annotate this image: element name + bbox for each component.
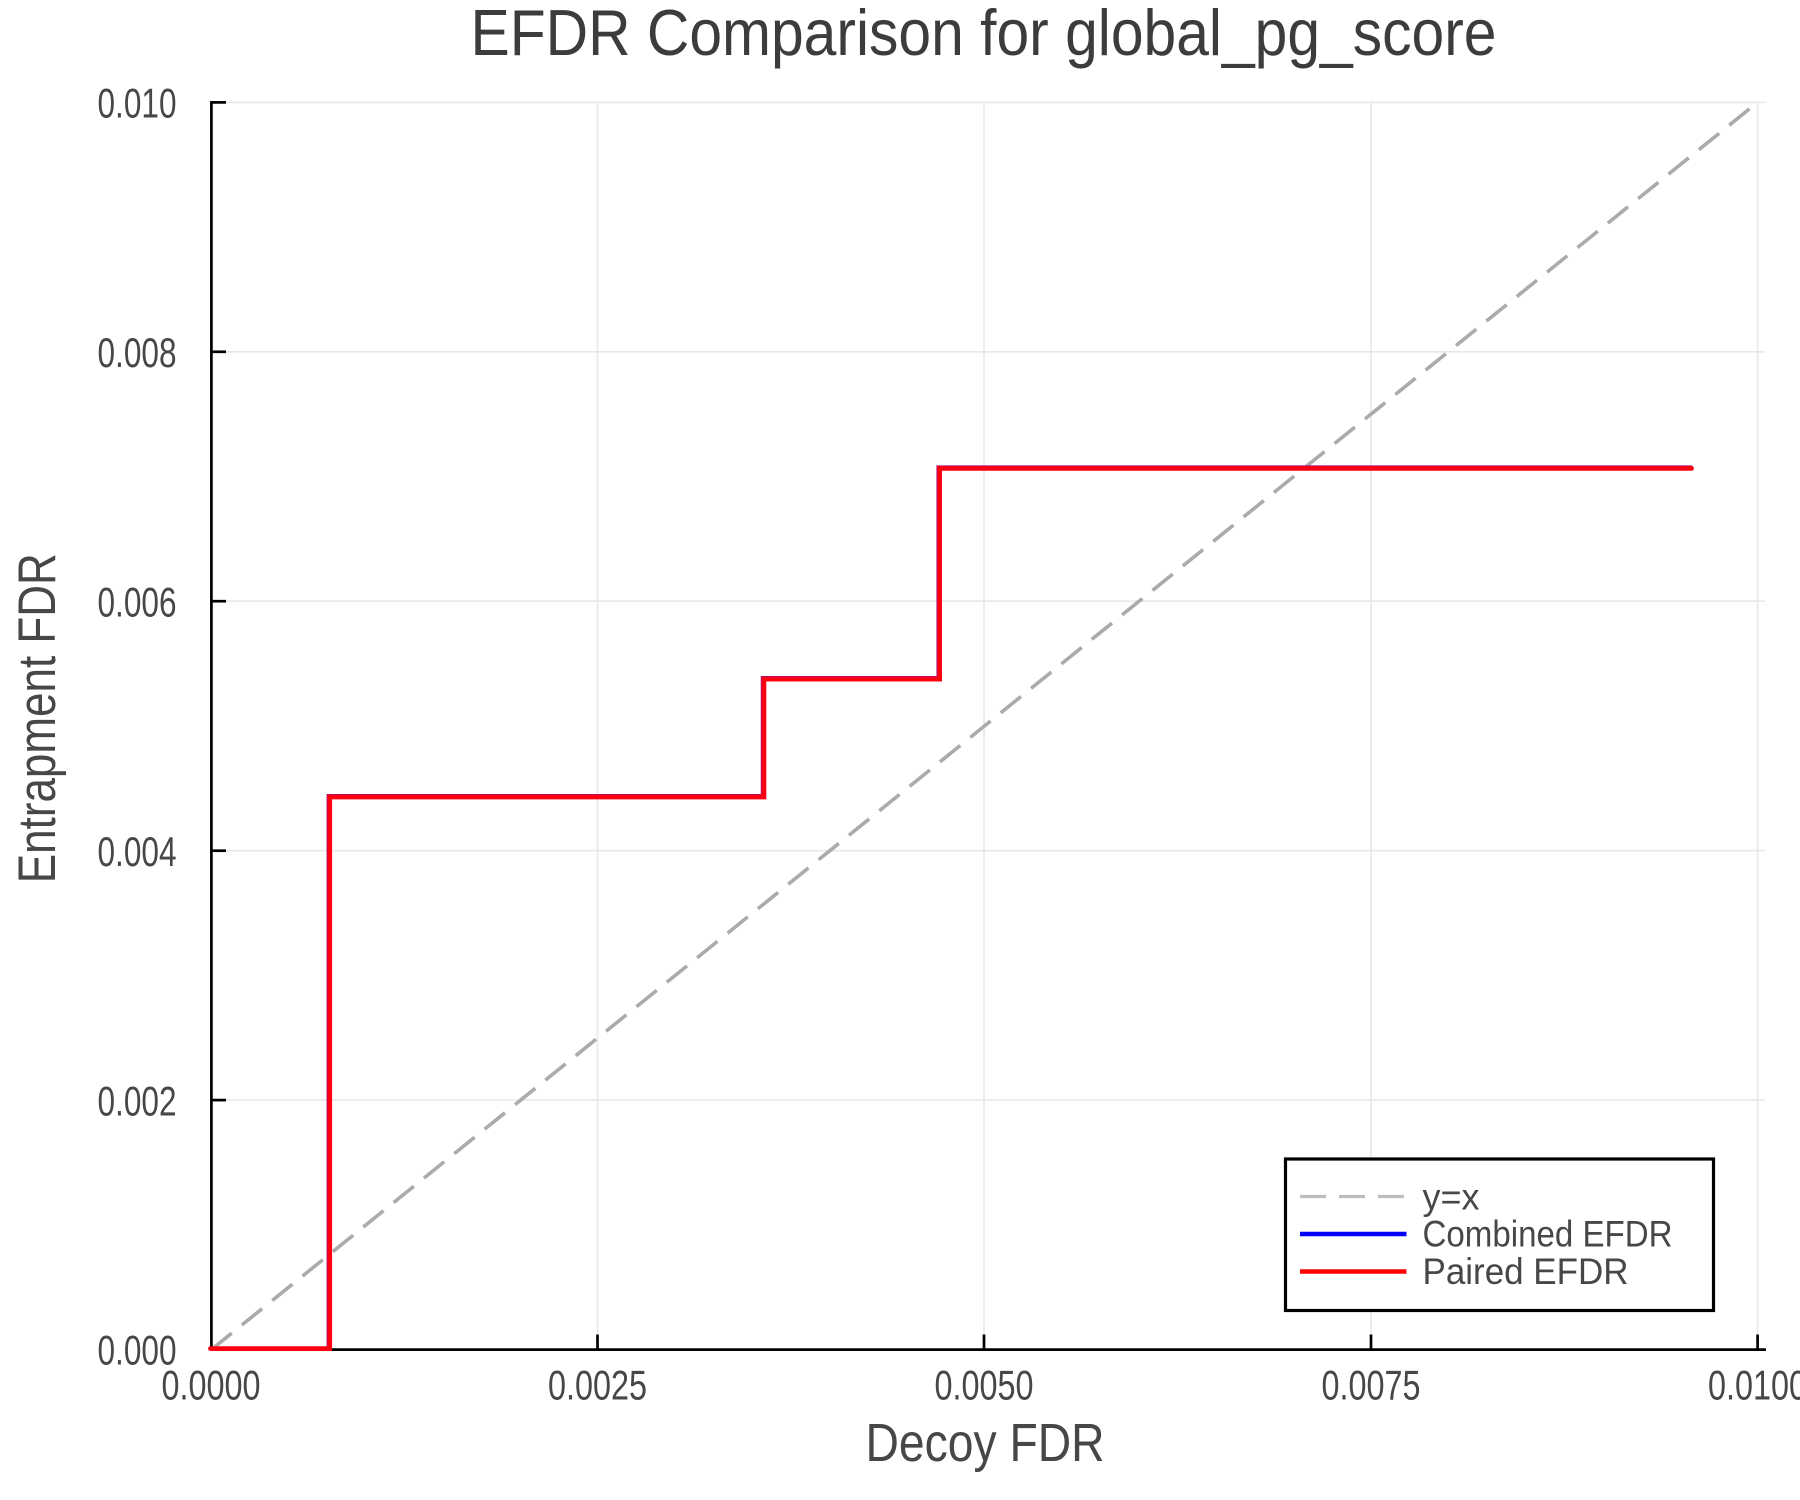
svg-text:0.000: 0.000	[98, 1327, 177, 1374]
svg-text:0.0025: 0.0025	[548, 1361, 647, 1408]
svg-text:Entrapment FDR: Entrapment FDR	[8, 553, 67, 883]
svg-text:y=x: y=x	[1423, 1177, 1480, 1218]
svg-text:0.0050: 0.0050	[935, 1361, 1034, 1408]
svg-text:0.0000: 0.0000	[162, 1361, 261, 1408]
svg-text:Decoy FDR: Decoy FDR	[866, 1414, 1105, 1473]
svg-text:Combined EFDR: Combined EFDR	[1423, 1214, 1673, 1255]
svg-text:0.002: 0.002	[98, 1077, 177, 1124]
svg-text:0.008: 0.008	[98, 329, 177, 376]
svg-text:Paired EFDR: Paired EFDR	[1423, 1251, 1629, 1292]
svg-text:0.0075: 0.0075	[1322, 1361, 1421, 1408]
svg-text:0.010: 0.010	[98, 80, 177, 127]
svg-text:EFDR Comparison for global_pg_: EFDR Comparison for global_pg_score	[471, 0, 1497, 69]
svg-text:0.004: 0.004	[98, 828, 177, 875]
svg-text:0.006: 0.006	[98, 578, 177, 625]
svg-text:0.0100: 0.0100	[1708, 1361, 1800, 1408]
